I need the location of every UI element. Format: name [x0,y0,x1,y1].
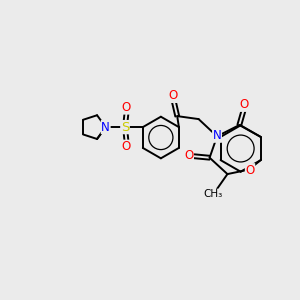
Text: O: O [168,89,178,102]
Text: O: O [245,164,255,177]
Text: O: O [122,140,131,153]
Text: N: N [213,129,221,142]
Text: O: O [184,148,194,162]
Text: N: N [101,121,110,134]
Text: O: O [240,98,249,111]
Text: CH₃: CH₃ [204,189,223,199]
Text: S: S [121,121,129,134]
Text: O: O [122,101,131,114]
